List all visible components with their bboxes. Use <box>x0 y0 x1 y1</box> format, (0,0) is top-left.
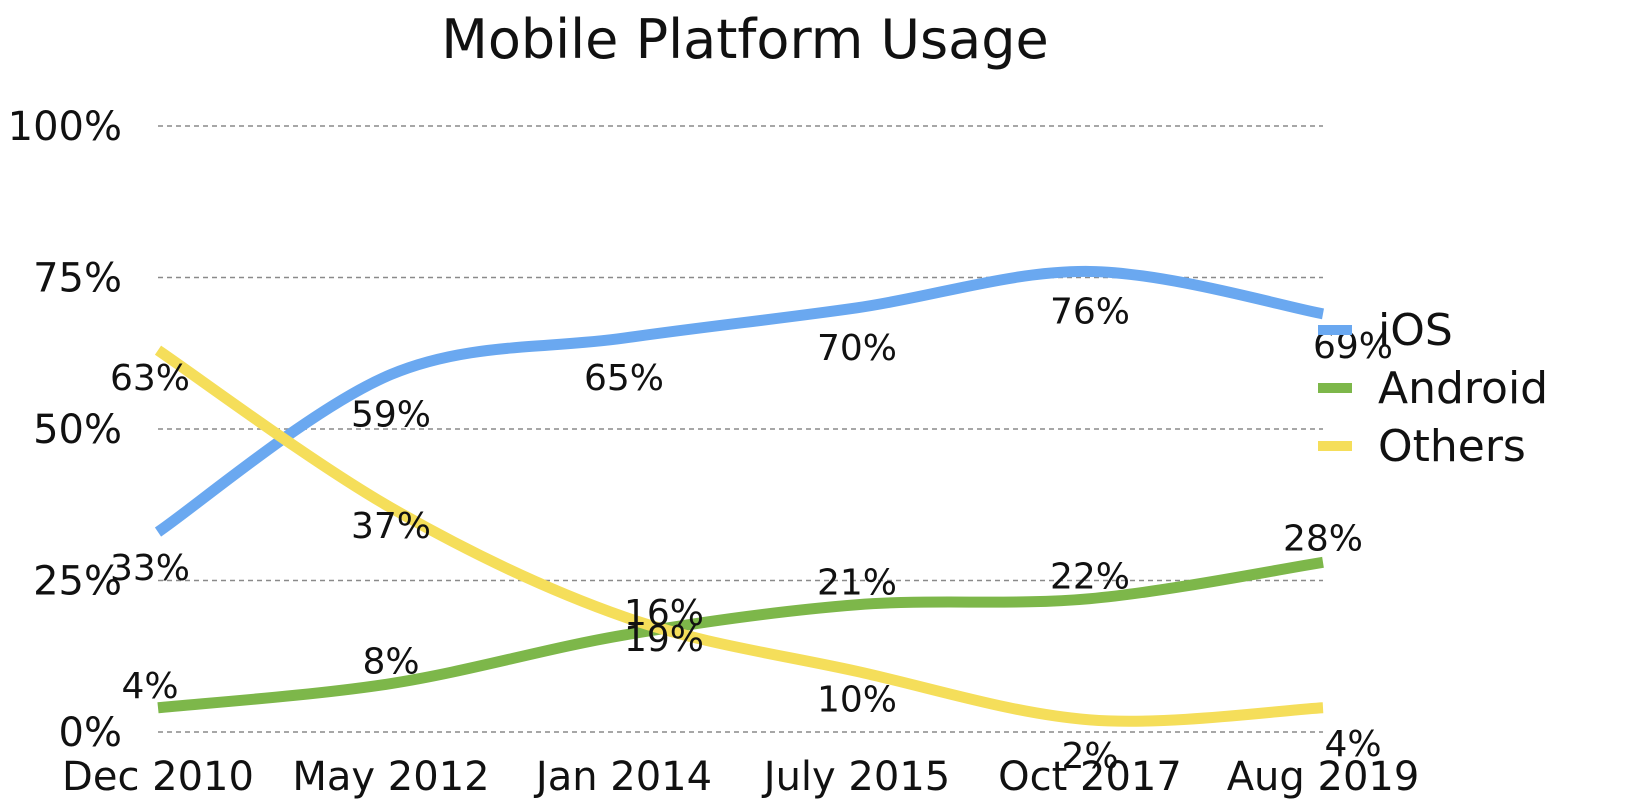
x-tick-label: July 2015 <box>761 754 950 800</box>
legend-label-others: Others <box>1378 421 1526 472</box>
data-label-ios: 70% <box>817 328 897 369</box>
data-label-android: 8% <box>362 642 419 683</box>
legend: iOS Android Others <box>1318 305 1548 472</box>
data-label-others: 4% <box>1324 724 1381 765</box>
series-line-ios <box>154 265 1324 537</box>
data-label-ios: 65% <box>584 358 664 399</box>
data-label-android: 21% <box>817 563 897 604</box>
chart-title: Mobile Platform Usage <box>441 8 1048 71</box>
y-tick-label: 100% <box>8 104 122 150</box>
data-label-ios: 76% <box>1050 291 1130 332</box>
data-label-android: 4% <box>121 666 178 707</box>
gridlines <box>158 125 1323 733</box>
series-line-android <box>157 556 1324 714</box>
data-label-android: 22% <box>1050 557 1130 598</box>
data-labels: 33%59%65%70%76%69%4%8%16%21% 22%28%63%37%… <box>110 291 1393 776</box>
legend-label-android: Android <box>1378 363 1548 414</box>
data-label-others: 63% <box>110 358 190 399</box>
data-label-android: 16% <box>624 593 704 634</box>
series-line-others <box>154 345 1324 727</box>
y-tick-label: 50% <box>33 407 122 453</box>
y-tick-label: 0% <box>59 710 122 756</box>
y-tick-label: 75% <box>33 256 122 302</box>
series-lines <box>154 265 1324 727</box>
data-label-android: 28% <box>1283 518 1363 559</box>
data-label-others: 2% <box>1061 736 1118 777</box>
data-label-others: 37% <box>351 506 431 547</box>
x-tick-label: Oct 2017 <box>998 754 1182 800</box>
y-axis-ticks: 0% 25% 50% 75% 100% <box>8 104 122 756</box>
x-tick-label: Aug 2019 <box>1227 754 1420 800</box>
data-label-others: 19% <box>624 619 704 660</box>
data-label-others: 10% <box>817 679 897 720</box>
data-label-ios: 33% <box>110 548 190 589</box>
y-tick-label: 25% <box>33 559 122 605</box>
data-label-ios: 59% <box>351 394 431 435</box>
x-tick-label: Jan 2014 <box>533 754 712 800</box>
x-tick-label: Dec 2010 <box>62 754 254 800</box>
legend-label-ios: iOS <box>1378 305 1453 356</box>
x-axis-ticks: Dec 2010 May 2012 Jan 2014 July 2015 Oct 201… <box>62 754 1419 800</box>
x-tick-label: May 2012 <box>292 754 489 800</box>
